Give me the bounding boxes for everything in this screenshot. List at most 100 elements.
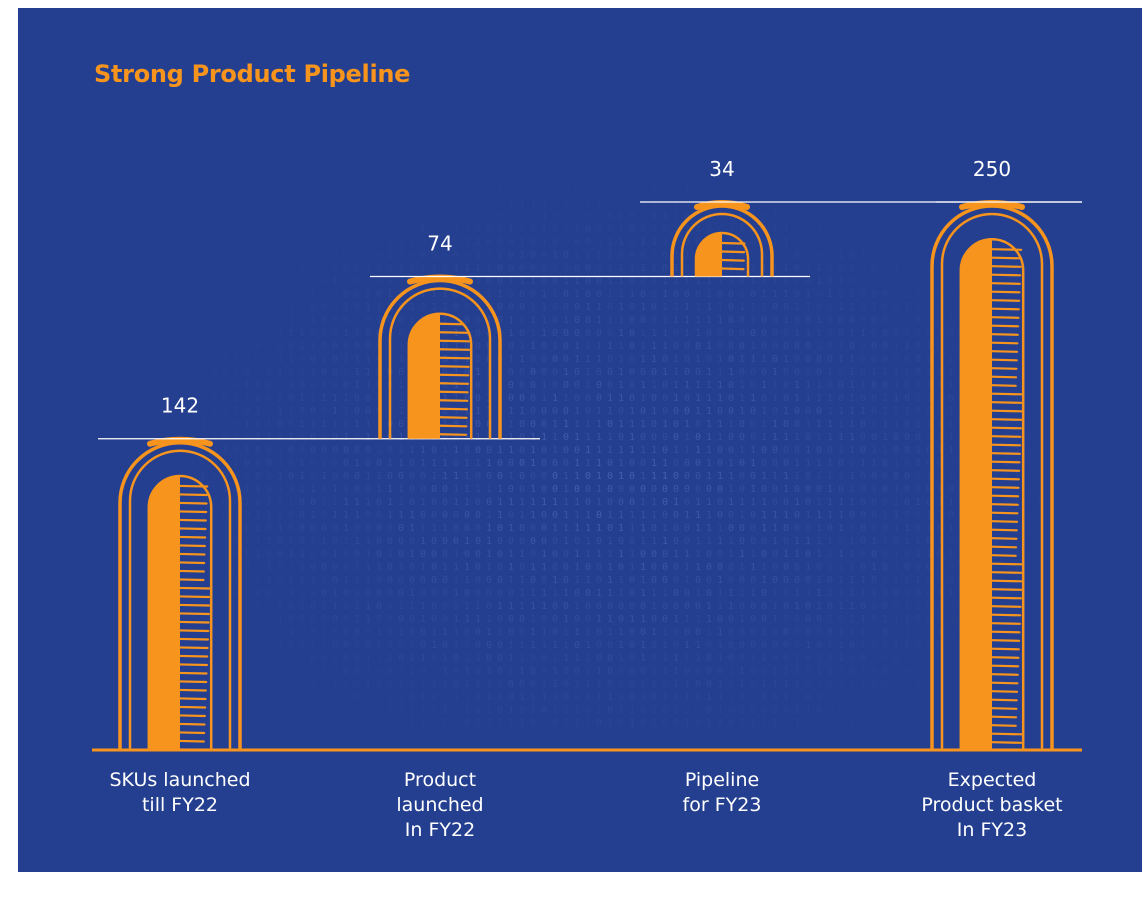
svg-text:0: 0 <box>332 471 338 482</box>
svg-text:1: 1 <box>607 315 613 326</box>
svg-text:1: 1 <box>607 510 613 521</box>
value-label: 34 <box>709 157 734 181</box>
svg-text:1: 1 <box>398 354 404 365</box>
svg-text:1: 1 <box>695 380 701 391</box>
svg-text:0: 0 <box>431 510 437 521</box>
svg-text:0: 0 <box>871 471 877 482</box>
svg-text:1: 1 <box>728 419 734 430</box>
svg-text:0: 0 <box>398 549 404 560</box>
svg-text:0: 0 <box>266 471 272 482</box>
svg-text:0: 0 <box>299 380 305 391</box>
svg-text:0: 0 <box>783 276 789 287</box>
svg-text:1: 1 <box>365 497 371 508</box>
svg-text:0: 0 <box>904 380 910 391</box>
svg-text:1: 1 <box>233 354 239 365</box>
svg-text:0: 0 <box>915 510 921 521</box>
svg-text:0: 0 <box>794 484 800 495</box>
svg-text:1: 1 <box>728 367 734 378</box>
svg-text:1: 1 <box>442 393 448 404</box>
svg-text:1: 1 <box>354 380 360 391</box>
svg-text:1: 1 <box>354 315 360 326</box>
svg-text:1: 1 <box>442 523 448 534</box>
svg-text:0: 0 <box>772 250 778 261</box>
svg-text:1: 1 <box>651 510 657 521</box>
bar-hatch <box>990 299 1021 302</box>
svg-text:1: 1 <box>607 276 613 287</box>
svg-text:1: 1 <box>607 445 613 456</box>
svg-text:0: 0 <box>233 341 239 352</box>
svg-text:1: 1 <box>574 510 580 521</box>
svg-text:0: 0 <box>365 523 371 534</box>
svg-text:1: 1 <box>409 302 415 313</box>
svg-text:1: 1 <box>893 510 899 521</box>
svg-text:1: 1 <box>475 432 481 443</box>
svg-text:1: 1 <box>244 484 250 495</box>
svg-text:1: 1 <box>761 263 767 274</box>
svg-text:1: 1 <box>805 302 811 313</box>
svg-text:0: 0 <box>651 432 657 443</box>
svg-text:1: 1 <box>739 510 745 521</box>
svg-text:0: 0 <box>893 289 899 300</box>
svg-text:1: 1 <box>409 237 415 248</box>
svg-text:0: 0 <box>321 302 327 313</box>
svg-text:0: 0 <box>332 354 338 365</box>
svg-text:0: 0 <box>662 432 668 443</box>
svg-text:1: 1 <box>827 510 833 521</box>
svg-text:0: 0 <box>629 367 635 378</box>
bar-hatch <box>990 418 1023 421</box>
svg-text:1: 1 <box>255 562 261 573</box>
svg-text:0: 0 <box>530 549 536 560</box>
bar-outline <box>670 204 774 277</box>
svg-text:0: 0 <box>552 276 558 287</box>
svg-text:0: 0 <box>475 224 481 235</box>
svg-text:0: 0 <box>948 289 954 300</box>
svg-text:0: 0 <box>200 510 206 521</box>
bar-hatch <box>178 663 209 667</box>
svg-text:0: 0 <box>871 289 877 300</box>
svg-text:1: 1 <box>915 471 921 482</box>
svg-text:0: 0 <box>948 341 954 352</box>
svg-text:0: 0 <box>849 250 855 261</box>
svg-text:0: 0 <box>497 263 503 274</box>
svg-text:0: 0 <box>585 263 591 274</box>
svg-text:0: 0 <box>541 263 547 274</box>
svg-text:1: 1 <box>805 536 811 547</box>
svg-text:1: 1 <box>365 354 371 365</box>
svg-text:1: 1 <box>277 289 283 300</box>
svg-text:1: 1 <box>266 536 272 547</box>
svg-text:1: 1 <box>607 289 613 300</box>
svg-text:1: 1 <box>728 224 734 235</box>
svg-text:1: 1 <box>332 276 338 287</box>
svg-text:1: 1 <box>321 458 327 469</box>
svg-text:0: 0 <box>310 380 316 391</box>
svg-text:1: 1 <box>475 250 481 261</box>
value-label: 74 <box>427 232 452 256</box>
svg-text:1: 1 <box>618 211 624 222</box>
svg-text:1: 1 <box>596 315 602 326</box>
svg-text:0: 0 <box>552 510 558 521</box>
svg-text:0: 0 <box>816 302 822 313</box>
svg-text:0: 0 <box>794 315 800 326</box>
svg-text:0: 0 <box>255 380 261 391</box>
svg-text:0: 0 <box>596 185 602 196</box>
svg-text:1: 1 <box>805 224 811 235</box>
svg-text:1: 1 <box>849 354 855 365</box>
svg-text:1: 1 <box>673 445 679 456</box>
svg-text:1: 1 <box>618 523 624 534</box>
svg-text:0: 0 <box>651 185 657 196</box>
bar-hatch <box>990 690 1019 693</box>
svg-text:0: 0 <box>541 250 547 261</box>
svg-text:0: 0 <box>552 185 558 196</box>
svg-text:0: 0 <box>563 302 569 313</box>
svg-text:0: 0 <box>475 510 481 521</box>
svg-text:1: 1 <box>277 458 283 469</box>
svg-text:0: 0 <box>255 328 261 339</box>
svg-text:1: 1 <box>497 445 503 456</box>
svg-text:1: 1 <box>288 432 294 443</box>
svg-text:0: 0 <box>266 523 272 534</box>
svg-text:0: 0 <box>563 341 569 352</box>
svg-text:1: 1 <box>695 224 701 235</box>
svg-text:1: 1 <box>717 393 723 404</box>
svg-text:1: 1 <box>376 445 382 456</box>
svg-text:0: 0 <box>926 302 932 313</box>
